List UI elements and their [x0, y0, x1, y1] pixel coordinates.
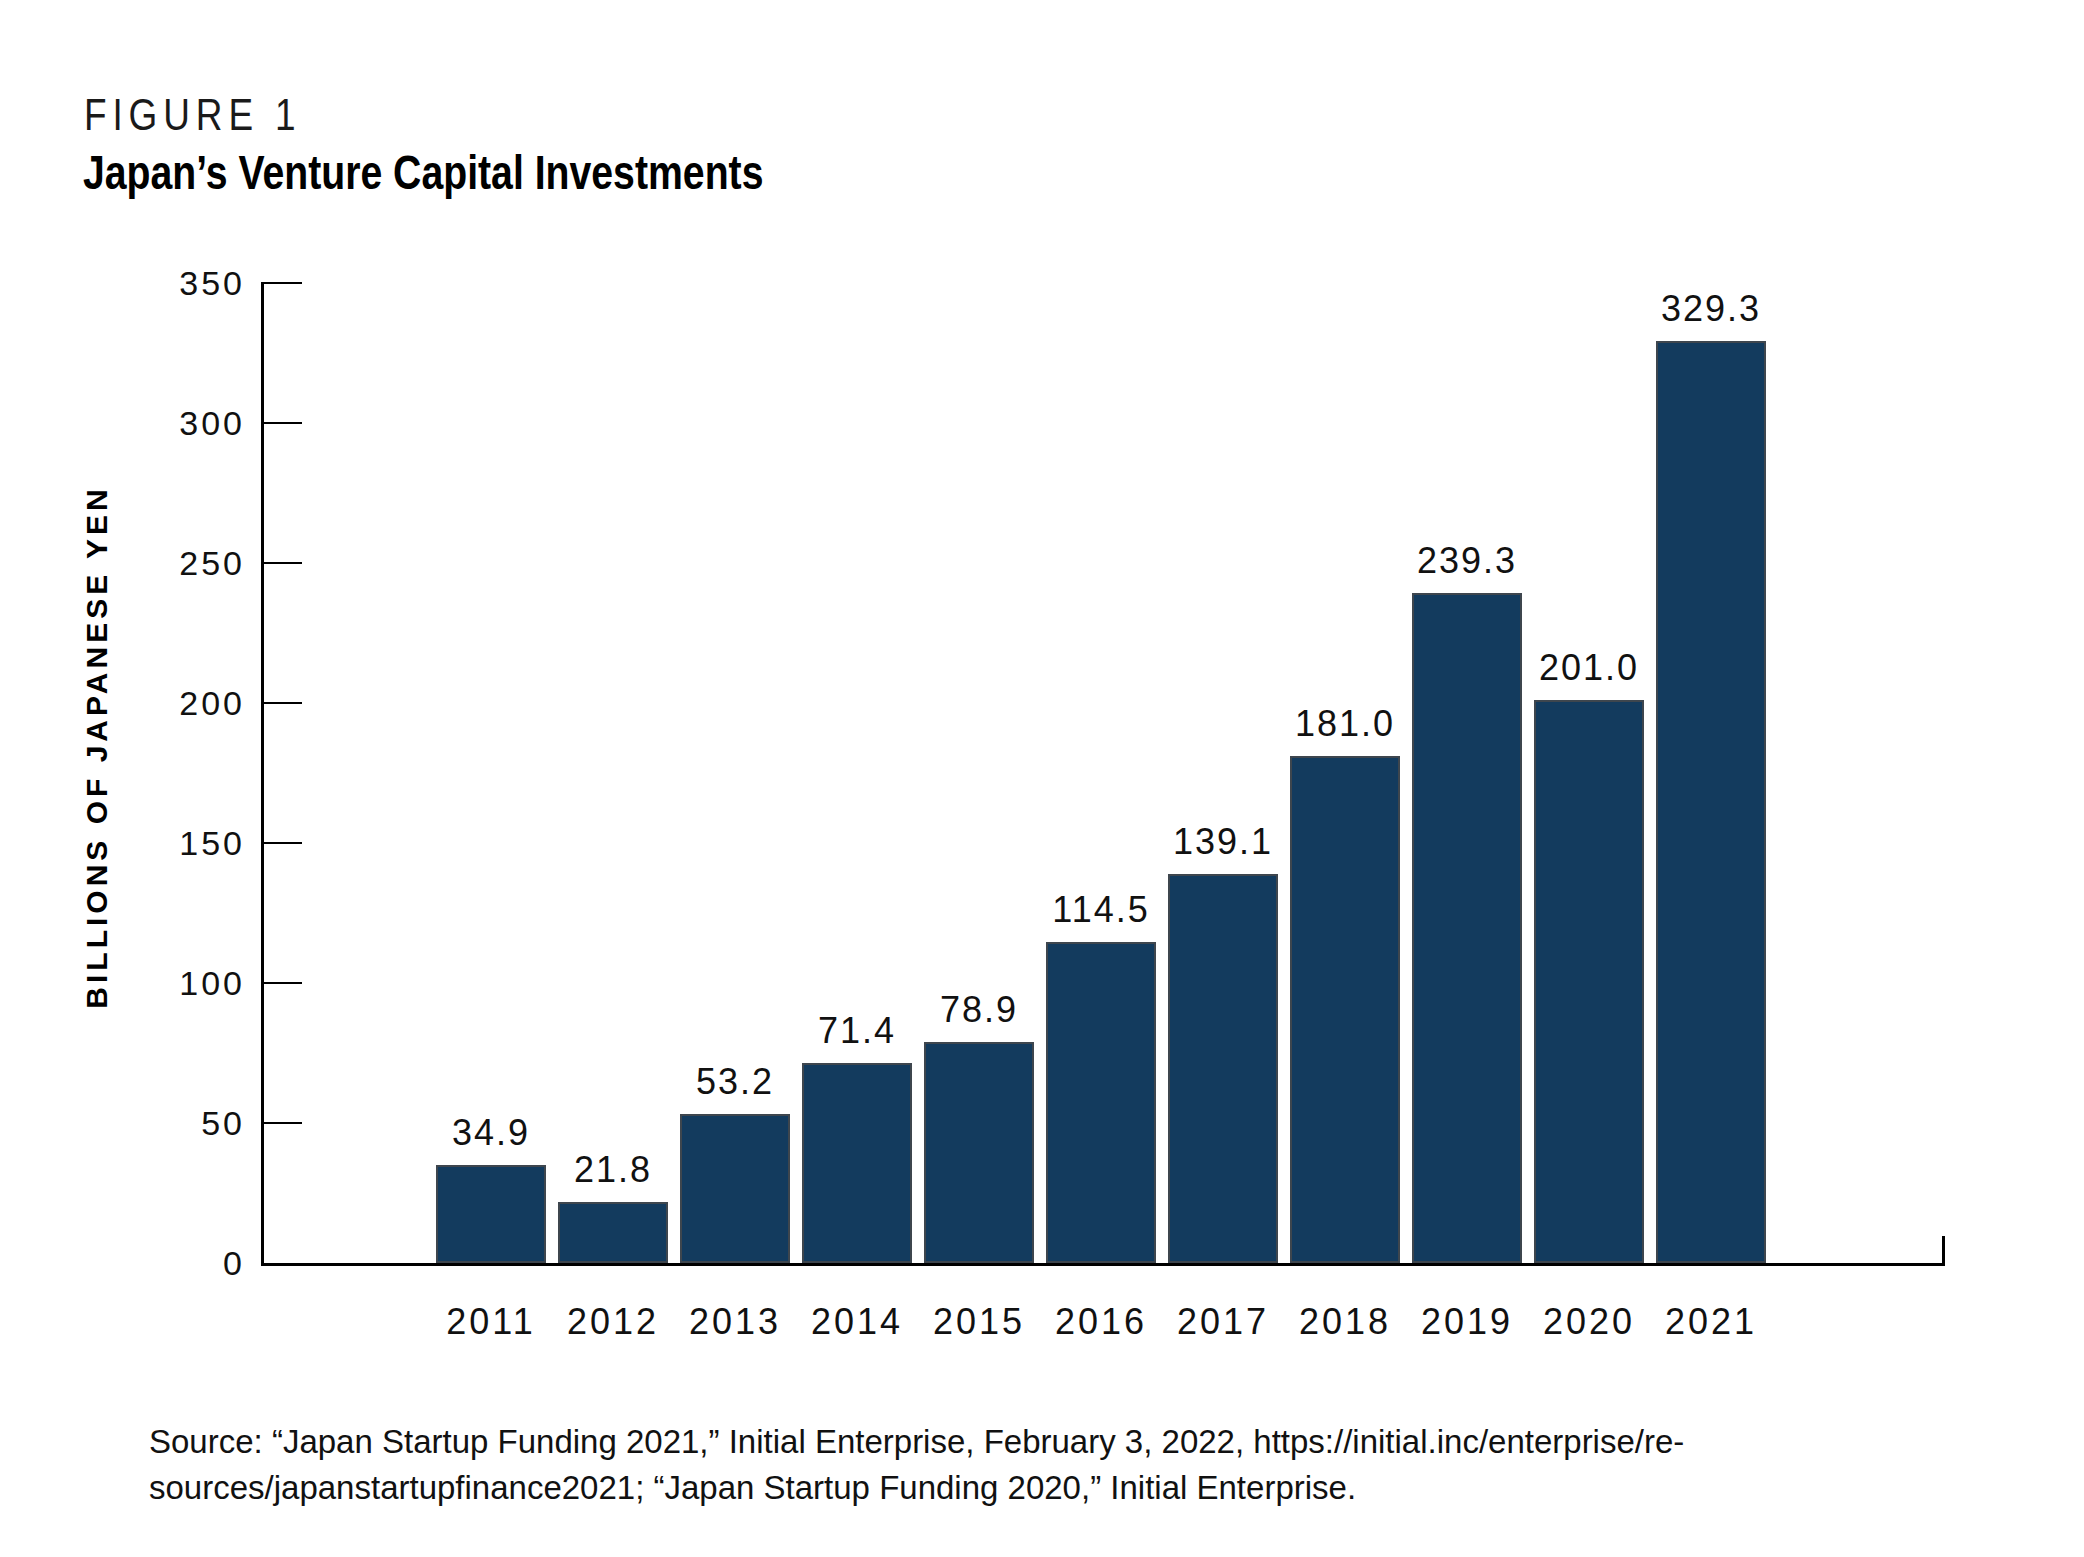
bar [1656, 341, 1766, 1263]
bar [1046, 942, 1156, 1263]
y-tick-label: 350 [125, 264, 245, 303]
x-tick-label: 2014 [811, 1301, 903, 1343]
y-tick-label: 200 [125, 684, 245, 723]
figure-label: FIGURE 1 [84, 90, 301, 140]
y-tick-label: 250 [125, 544, 245, 583]
x-tick-label: 2015 [933, 1301, 1025, 1343]
y-tick [261, 282, 302, 284]
y-axis-line [261, 283, 264, 1263]
bar-value-label: 53.2 [696, 1061, 774, 1103]
x-tick-label: 2018 [1299, 1301, 1391, 1343]
y-tick-label: 0 [125, 1244, 245, 1283]
bar [1534, 700, 1644, 1263]
y-tick [261, 1122, 302, 1124]
bar-value-label: 239.3 [1417, 540, 1517, 582]
x-tick-label: 2019 [1421, 1301, 1513, 1343]
bar [1412, 593, 1522, 1263]
y-tick-label: 100 [125, 964, 245, 1003]
y-axis-title: BILLIONS OF JAPANESE YEN [80, 485, 114, 1008]
y-tick [261, 702, 302, 704]
y-tick [261, 562, 302, 564]
y-tick [261, 982, 302, 984]
y-tick [261, 422, 302, 424]
bar-value-label: 201.0 [1539, 647, 1639, 689]
y-tick [261, 842, 302, 844]
source-line-2: sources/japanstartupfinance2021; “Japan … [149, 1465, 1684, 1511]
figure-page: FIGURE 1 Japan’s Venture Capital Investm… [0, 0, 2084, 1557]
bar [680, 1114, 790, 1263]
y-tick-label: 300 [125, 404, 245, 443]
bar-value-label: 114.5 [1052, 889, 1149, 931]
bar [436, 1165, 546, 1263]
bar-value-label: 21.8 [574, 1149, 652, 1191]
x-tick-label: 2012 [567, 1301, 659, 1343]
y-tick-label: 50 [125, 1104, 245, 1143]
bar-value-label: 71.4 [818, 1010, 896, 1052]
x-tick-label: 2016 [1055, 1301, 1147, 1343]
source-note: Source: “Japan Startup Funding 2021,” In… [149, 1419, 1684, 1511]
x-tick-label: 2017 [1177, 1301, 1269, 1343]
figure-title: Japan’s Venture Capital Investments [83, 144, 763, 200]
y-tick-label: 150 [125, 824, 245, 863]
bar [802, 1063, 912, 1263]
bar-value-label: 34.9 [452, 1112, 530, 1154]
source-line-1: Source: “Japan Startup Funding 2021,” In… [149, 1419, 1684, 1465]
bar [1290, 756, 1400, 1263]
bar-value-label: 181.0 [1295, 703, 1395, 745]
bar-value-label: 329.3 [1661, 288, 1761, 330]
x-tick-label: 2020 [1543, 1301, 1635, 1343]
x-axis-end-tick [1942, 1236, 1945, 1263]
bar [924, 1042, 1034, 1263]
bar-value-label: 139.1 [1173, 821, 1273, 863]
x-axis-line [261, 1263, 1945, 1266]
x-tick-label: 2021 [1665, 1301, 1757, 1343]
bar [558, 1202, 668, 1263]
bar-value-label: 78.9 [940, 989, 1018, 1031]
x-tick-label: 2011 [446, 1301, 535, 1343]
bar [1168, 874, 1278, 1263]
x-tick-label: 2013 [689, 1301, 781, 1343]
